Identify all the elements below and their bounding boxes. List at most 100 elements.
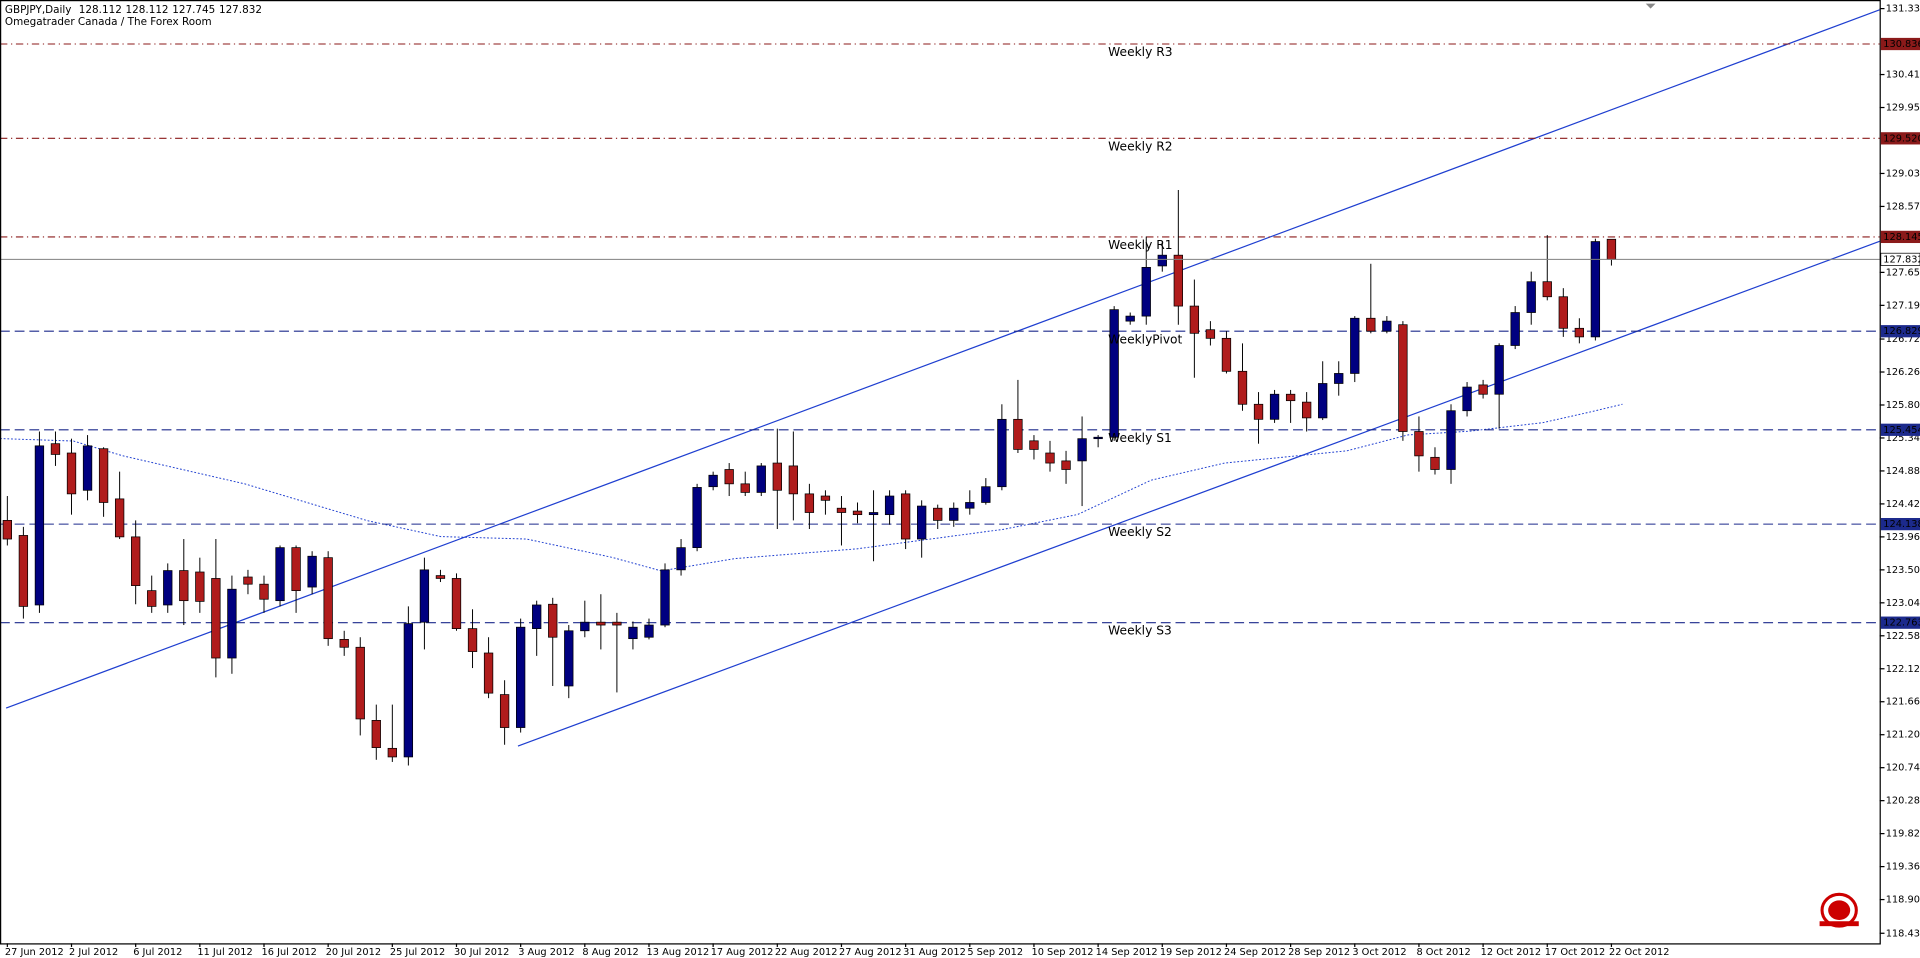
candle-body (836, 507, 847, 513)
candle-body (884, 495, 895, 516)
candle-body (1125, 315, 1135, 322)
level-price-label: 126.829 (1883, 326, 1920, 337)
candle-body (580, 621, 590, 632)
candle-body (1318, 383, 1328, 419)
x-tick-label: 31 Aug 2012 (903, 947, 966, 958)
candle-body (163, 570, 173, 606)
level-price-box (1880, 616, 1920, 629)
x-tick-label: 22 Oct 2012 (1609, 947, 1669, 958)
moving-average (0, 403, 1623, 572)
level-name: Weekly S1 (1108, 431, 1172, 445)
candle-body (499, 694, 510, 728)
x-tick-label: 17 Aug 2012 (711, 947, 774, 958)
x-tick-label: 20 Jul 2012 (326, 947, 381, 958)
y-tick-label: 129.950 (1886, 103, 1920, 114)
candle-body (868, 512, 879, 516)
candle-body (965, 502, 975, 509)
level-name: WeeklyPivot (1108, 332, 1182, 346)
y-tick-label: 127.190 (1886, 300, 1920, 311)
x-tick-label: 11 Jul 2012 (197, 947, 252, 958)
x-tick-label: 28 Sep 2012 (1288, 947, 1350, 958)
candle-body (612, 621, 622, 626)
candle-body (997, 418, 1007, 488)
candle-body (323, 557, 333, 640)
trendline (517, 240, 1880, 747)
x-tick-label: 27 Aug 2012 (839, 947, 902, 958)
level-price-box (1880, 132, 1920, 145)
candle-body (1446, 410, 1456, 470)
candle-body (516, 626, 526, 728)
candle-body (467, 628, 478, 652)
candle-body (1205, 329, 1216, 339)
x-tick-label: 30 Jul 2012 (454, 947, 509, 958)
candle-body (1141, 266, 1151, 317)
y-tick-label: 121.660 (1886, 697, 1920, 708)
candle-body (548, 603, 558, 638)
y-tick-label: 122.120 (1886, 664, 1920, 675)
candle-body (772, 462, 782, 491)
x-tick-label: 24 Sep 2012 (1224, 947, 1286, 958)
level-price-box (1880, 423, 1920, 436)
y-tick-label: 131.330 (1886, 4, 1920, 15)
candle-body (1285, 393, 1296, 402)
x-tick-label: 27 Jun 2012 (5, 947, 64, 958)
symbol: GBPJPY,Daily (5, 4, 72, 16)
level-price-box (1880, 325, 1920, 338)
chart-title: GBPJPY,Daily 128.112 128.112 127.745 127.832 (5, 4, 262, 16)
candle-body (708, 474, 718, 488)
candle-body (1061, 460, 1071, 470)
candle-body (371, 720, 381, 748)
candle-body (917, 505, 927, 540)
candle-body (227, 588, 237, 659)
y-tick-label: 126.260 (1886, 367, 1920, 378)
y-tick-label: 123.500 (1886, 565, 1920, 576)
open-value: 128.112 (79, 4, 122, 16)
level-name: Weekly R2 (1108, 139, 1172, 153)
candle-body (1494, 345, 1504, 395)
candle-body (483, 652, 494, 694)
level-price-label: 124.138 (1883, 519, 1920, 530)
y-tick-label: 125.800 (1886, 400, 1920, 411)
low-value: 127.745 (172, 4, 215, 16)
candle-body (1590, 241, 1601, 338)
candle-body (2, 520, 12, 540)
candle-body (259, 583, 269, 600)
candle-body (1045, 452, 1055, 464)
high-value: 128.112 (126, 4, 169, 16)
candle-body (1029, 440, 1039, 450)
candle-body (724, 469, 734, 485)
candle-body (403, 623, 414, 758)
candle-body (419, 569, 430, 623)
candle-body (307, 555, 317, 588)
x-tick-label: 8 Oct 2012 (1416, 947, 1470, 958)
candle-body (355, 646, 365, 720)
x-tick-label: 2 Jul 2012 (69, 947, 118, 958)
candle-body (981, 486, 991, 503)
y-tick-label: 120.740 (1886, 763, 1920, 774)
candle-body (339, 639, 349, 648)
candle-body (1093, 436, 1103, 440)
logo-base (1819, 921, 1859, 927)
y-tick-label: 118.430 (1886, 928, 1920, 939)
candle-body (1510, 312, 1520, 346)
candle-body (131, 536, 141, 586)
x-tick-label: 13 Aug 2012 (647, 947, 710, 958)
candle-body (949, 507, 959, 521)
candle-body (1542, 281, 1552, 298)
candle-body (820, 495, 831, 501)
y-tick-label: 119.360 (1886, 862, 1920, 873)
candle-body (596, 621, 606, 626)
candle-body (532, 604, 542, 629)
candle-body (628, 626, 638, 640)
candle-body (1237, 370, 1248, 405)
y-tick-label: 124.420 (1886, 499, 1920, 510)
x-tick-label: 5 Sep 2012 (967, 947, 1023, 958)
logo-center (1828, 900, 1851, 921)
current-price-label: 127.832 (1883, 254, 1920, 265)
level-price-label: 130.836 (1883, 39, 1920, 50)
x-tick-label: 25 Jul 2012 (390, 947, 445, 958)
x-tick-label: 10 Sep 2012 (1032, 947, 1094, 958)
y-tick-label: 118.900 (1886, 895, 1920, 906)
